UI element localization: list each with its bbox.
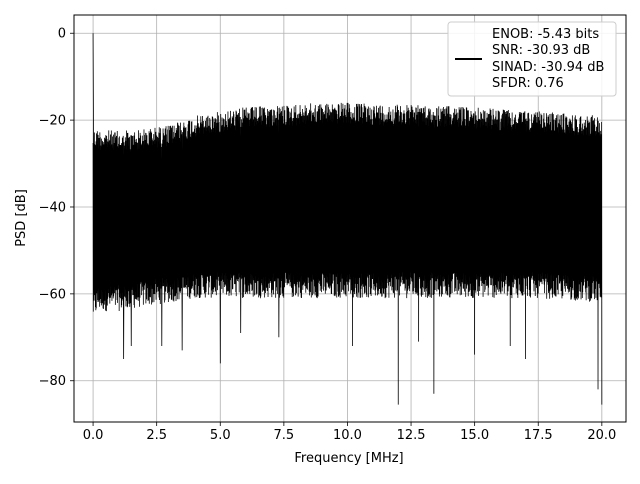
y-axis-ticks: 0 −20 −40 −60 −80 bbox=[39, 27, 74, 389]
psd-trace bbox=[92, 33, 603, 405]
x-tick-label: 12.5 bbox=[397, 428, 426, 443]
y-tick-label: 0 bbox=[58, 27, 66, 42]
y-tick-label: −60 bbox=[39, 287, 66, 302]
legend-sfdr: SFDR: 0.76 bbox=[492, 76, 564, 91]
legend-enob: ENOB: -5.43 bits bbox=[492, 27, 599, 42]
x-axis-ticks: 0.0 2.5 5.0 7.5 10.0 12.5 15.0 17.5 20.0 bbox=[83, 422, 616, 443]
plot-area bbox=[92, 33, 603, 405]
x-axis-label: Frequency [MHz] bbox=[294, 451, 403, 466]
x-tick-label: 7.5 bbox=[274, 428, 295, 443]
y-tick-label: −40 bbox=[39, 200, 66, 215]
x-tick-label: 2.5 bbox=[146, 428, 167, 443]
y-tick-label: −80 bbox=[39, 374, 66, 389]
x-tick-label: 5.0 bbox=[210, 428, 231, 443]
x-tick-label: 10.0 bbox=[333, 428, 362, 443]
x-tick-label: 15.0 bbox=[460, 428, 489, 443]
legend-snr: SNR: -30.93 dB bbox=[492, 43, 590, 58]
y-tick-label: −20 bbox=[39, 114, 66, 129]
x-tick-label: 20.0 bbox=[587, 428, 616, 443]
legend: ENOB: -5.43 bits SNR: -30.93 dB SINAD: -… bbox=[447, 21, 617, 97]
axes-frame bbox=[73, 14, 627, 423]
x-tick-label: 0.0 bbox=[83, 428, 104, 443]
legend-box bbox=[447, 21, 617, 97]
legend-sinad: SINAD: -30.94 dB bbox=[492, 60, 604, 75]
y-axis-label: PSD [dB] bbox=[14, 189, 29, 247]
x-tick-label: 17.5 bbox=[524, 428, 553, 443]
